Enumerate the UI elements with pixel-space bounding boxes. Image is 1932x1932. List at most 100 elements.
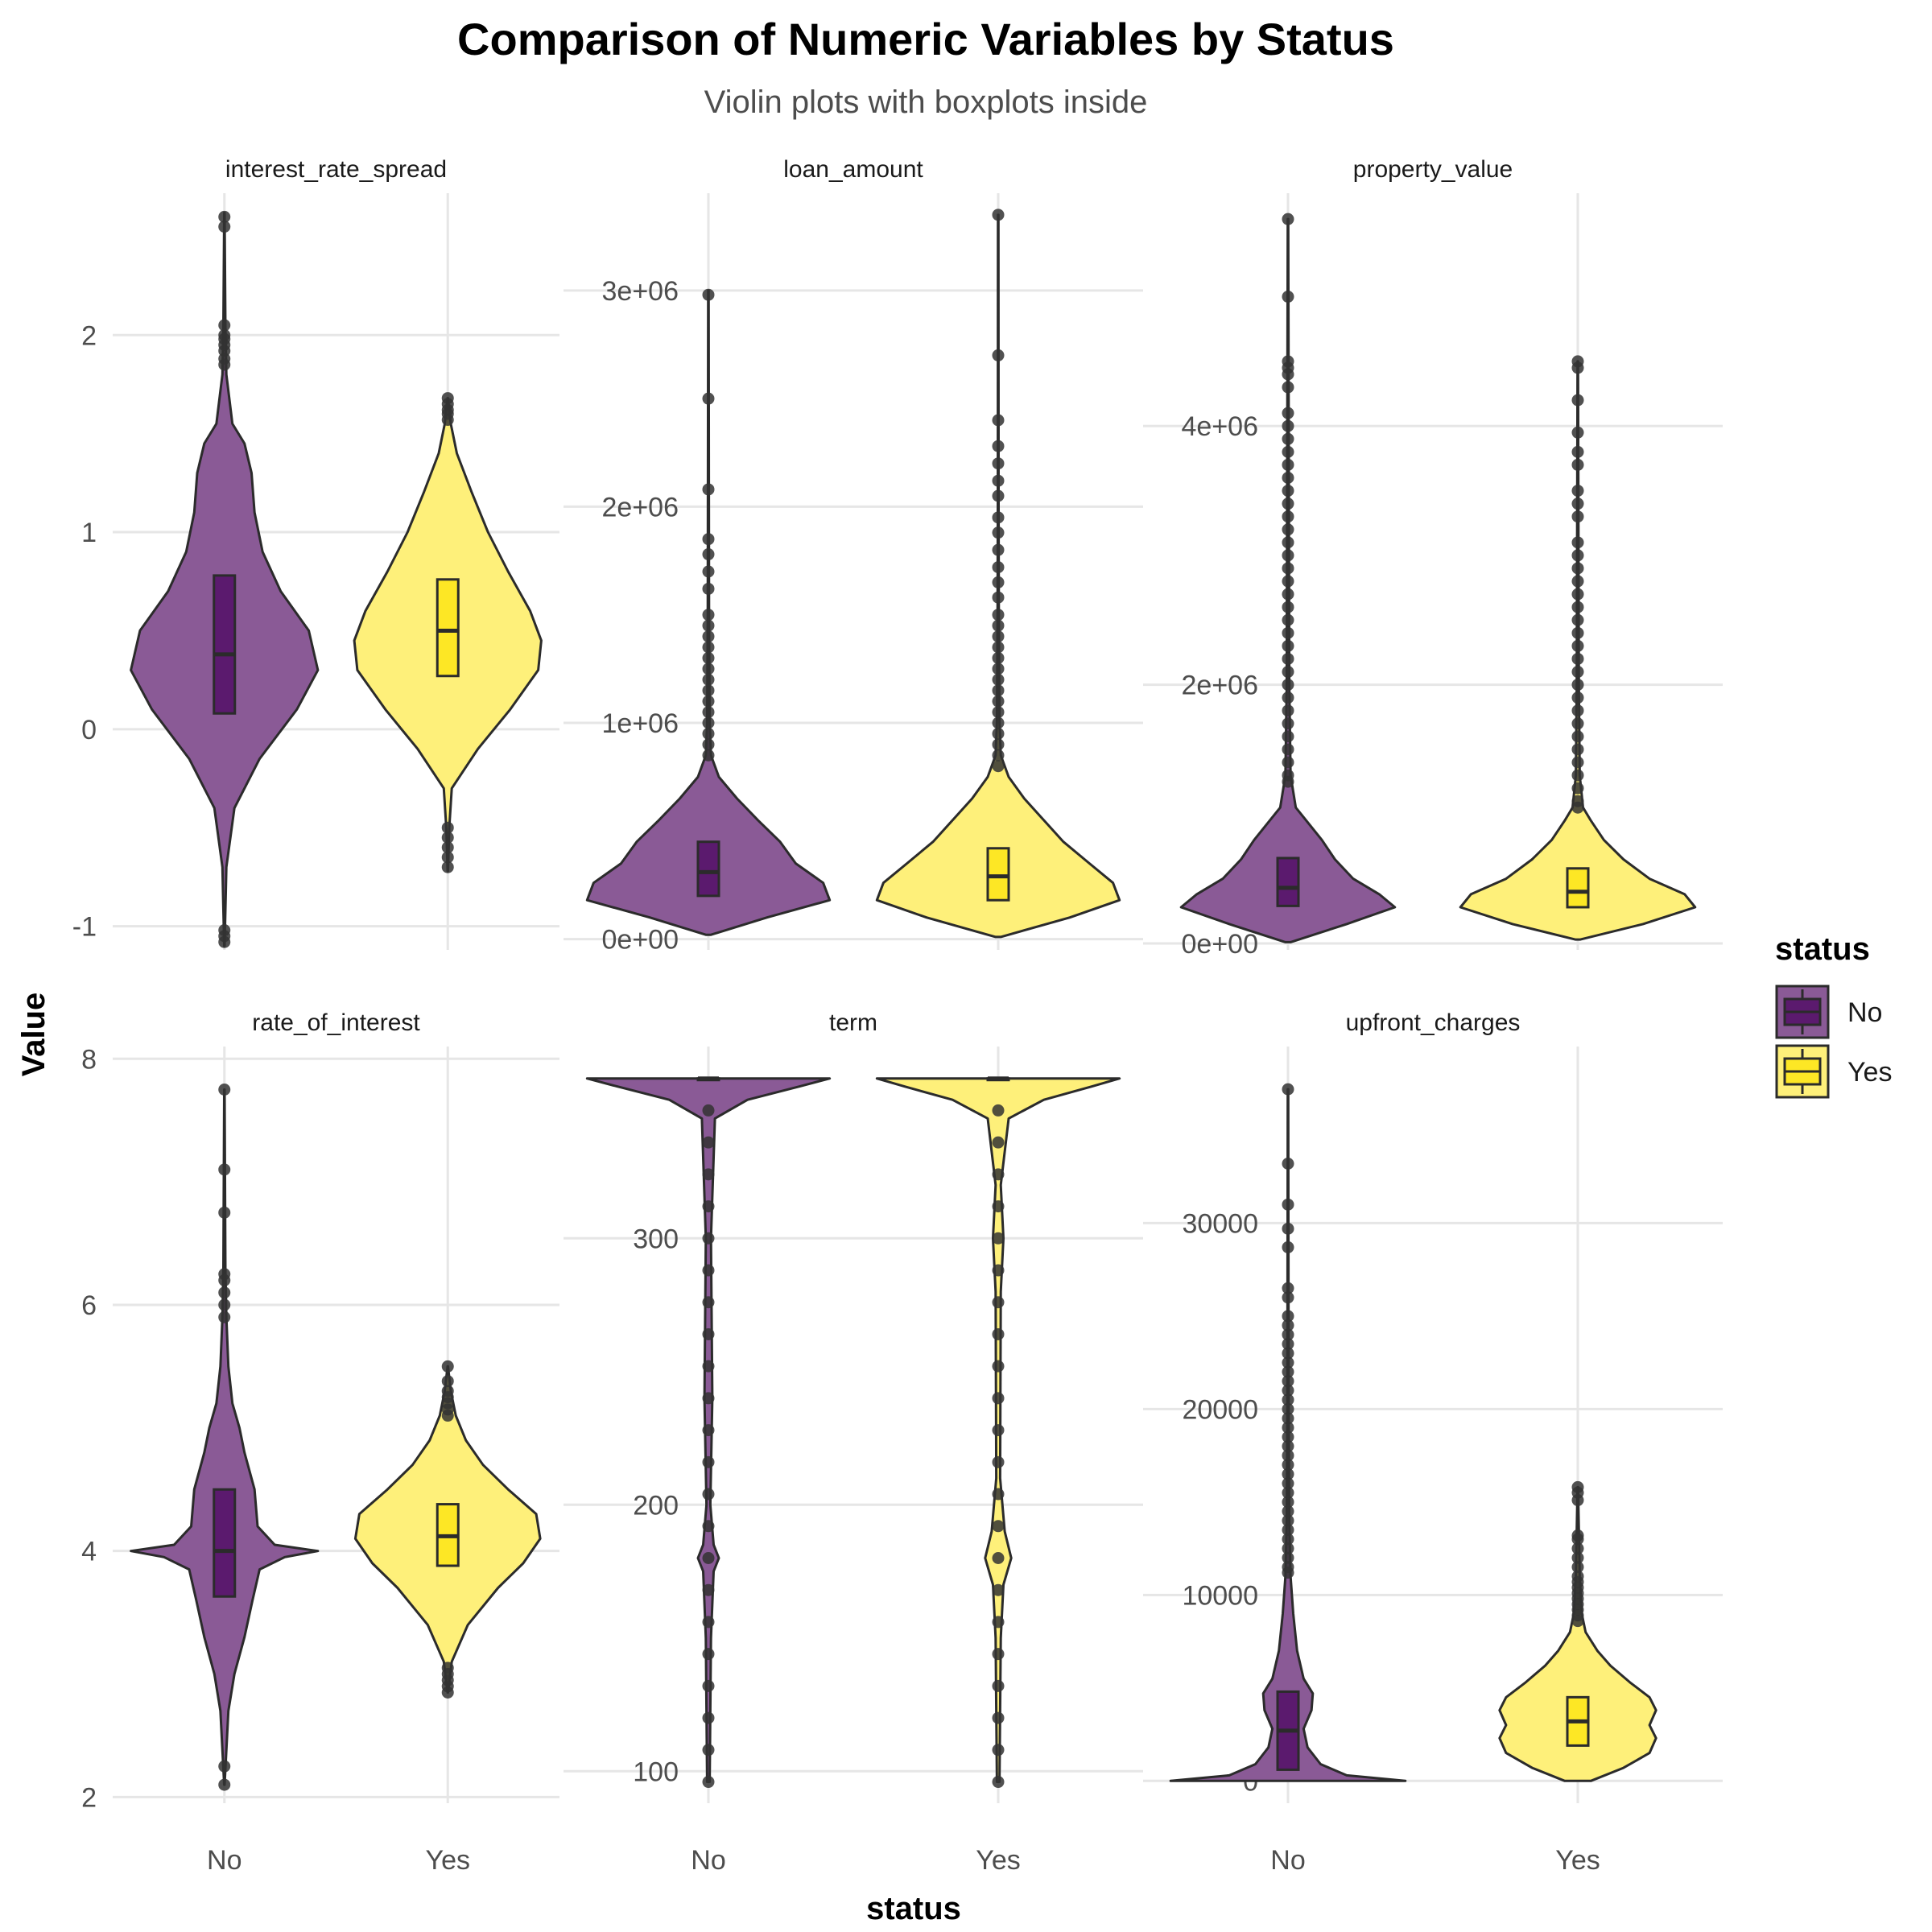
panel-property-value: 0e+00 2e+06 4e+06 property_value: [1143, 156, 1723, 960]
legend-label-no: No: [1847, 997, 1882, 1028]
panel-term: 100 200 300 term No Yes: [564, 1009, 1143, 1876]
outlier-point: [1571, 575, 1584, 588]
outlier-point: [702, 738, 715, 751]
outlier-point: [702, 1551, 715, 1564]
outlier-point: [1282, 1338, 1294, 1351]
outlier-point: [1282, 1328, 1294, 1341]
y-tick-label: 200: [633, 1490, 679, 1521]
outlier-point: [1571, 1561, 1584, 1574]
x-tick-label: No: [691, 1845, 725, 1876]
y-tick-label: 0e+00: [1182, 929, 1259, 960]
outlier-point: [992, 511, 1005, 524]
outlier-point: [992, 1360, 1005, 1373]
outlier-point: [218, 210, 231, 223]
outlier-point: [1571, 485, 1584, 497]
outlier-point: [702, 582, 715, 595]
outlier-point: [702, 695, 715, 708]
series-no: [1169, 1083, 1407, 1782]
outlier-point: [218, 1778, 231, 1791]
outlier-point: [218, 319, 231, 332]
outlier-point: [1282, 1222, 1294, 1235]
y-tick-label: 0e+00: [602, 925, 679, 956]
outlier-point: [992, 1616, 1005, 1629]
x-axis-title: status: [866, 1891, 961, 1926]
panel-rate-of-interest: 2 4 6 8 rate_of_interest No Yes: [81, 1009, 559, 1876]
outlier-point: [1282, 549, 1294, 562]
outlier-point: [1571, 730, 1584, 743]
outlier-point: [1282, 601, 1294, 613]
y-tick-label: 4e+06: [1182, 411, 1259, 442]
outlier-point: [992, 749, 1005, 762]
outlier-point: [702, 663, 715, 675]
outlier-point: [702, 673, 715, 686]
series-yes: [353, 392, 543, 873]
outlier-point: [992, 695, 1005, 708]
outlier-point: [702, 1232, 715, 1245]
x-tick-label: Yes: [976, 1845, 1020, 1876]
outlier-point: [1282, 485, 1294, 497]
outlier-point: [1571, 691, 1584, 704]
box-yes: [1566, 867, 1590, 909]
outlier-point: [702, 565, 715, 578]
outlier-point: [1282, 775, 1294, 788]
y-tick-label: -1: [72, 912, 97, 943]
outlier-point: [1571, 679, 1584, 691]
outlier-point: [992, 208, 1005, 221]
outlier-point: [1282, 1356, 1294, 1369]
outlier-point: [218, 935, 231, 948]
outlier-point: [1282, 717, 1294, 730]
outlier-point: [992, 349, 1005, 361]
outlier-point: [1571, 426, 1584, 439]
outlier-point: [702, 1327, 715, 1340]
outlier-point: [1282, 291, 1294, 303]
outlier-point: [702, 548, 715, 561]
outlier-point: [1571, 1542, 1584, 1555]
outlier-point: [1282, 445, 1294, 458]
outlier-point: [1282, 1158, 1294, 1170]
outlier-point: [702, 1424, 715, 1437]
outlier-point: [992, 440, 1005, 452]
series-no: [585, 288, 832, 936]
outlier-point: [1571, 536, 1584, 549]
outlier-point: [992, 474, 1005, 487]
outlier-point: [441, 841, 454, 854]
box-no: [696, 840, 720, 898]
outlier-point: [702, 1296, 715, 1309]
outlier-point: [1282, 613, 1294, 626]
outlier-point: [1282, 666, 1294, 679]
outlier-point: [1282, 419, 1294, 432]
outlier-point: [441, 861, 454, 873]
outlier-point: [1282, 536, 1294, 549]
series-yes: [1459, 355, 1697, 941]
y-tick-label: 0: [81, 715, 97, 745]
outlier-point: [1282, 1310, 1294, 1323]
outlier-point: [992, 1296, 1005, 1309]
outlier-point: [992, 1455, 1005, 1468]
outlier-point: [441, 821, 454, 834]
outlier-point: [1571, 361, 1584, 374]
outlier-point: [702, 1616, 715, 1629]
legend-label-yes: Yes: [1847, 1057, 1892, 1088]
box-yes: [986, 847, 1010, 902]
outlier-point: [992, 1744, 1005, 1757]
outlier-point: [992, 630, 1005, 643]
outlier-point: [992, 526, 1005, 539]
outlier-point: [441, 1375, 454, 1388]
y-tick-label: 3e+06: [602, 276, 679, 307]
outlier-point: [702, 483, 715, 496]
outlier-point: [702, 1648, 715, 1661]
outlier-point: [1282, 1567, 1294, 1579]
outlier-point: [992, 1232, 1005, 1245]
outlier-point: [218, 1163, 231, 1176]
outlier-point: [1282, 1198, 1294, 1211]
outlier-point: [702, 1744, 715, 1757]
outlier-point: [1571, 704, 1584, 717]
outlier-point: [992, 663, 1005, 675]
outlier-point: [1282, 458, 1294, 471]
outlier-point: [992, 684, 1005, 697]
outlier-point: [992, 651, 1005, 664]
outlier-point: [1571, 743, 1584, 756]
facet-label-rate-of-interest: rate_of_interest: [252, 1009, 420, 1036]
outlier-point: [702, 1679, 715, 1692]
